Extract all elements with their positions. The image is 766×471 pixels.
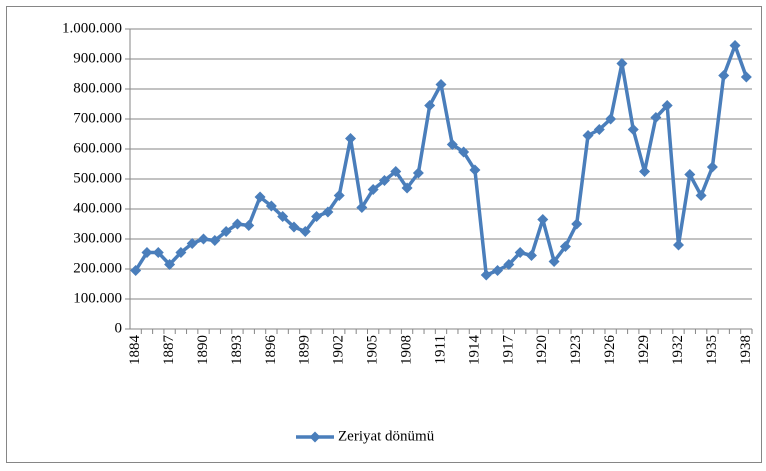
y-tick-label: 300.000 [73,230,122,246]
data-point [265,200,277,212]
data-point [706,161,718,173]
data-point [198,233,210,245]
data-point [299,226,311,237]
data-point [175,247,187,258]
data-point [141,247,153,258]
data-point [639,166,651,177]
x-tick-label: 1905 [365,335,381,365]
data-point [424,100,436,111]
x-tick-label: 1893 [229,335,245,365]
data-point [186,238,198,249]
data-point [152,247,164,258]
y-tick-label: 400.000 [73,200,122,216]
x-tick-label: 1923 [568,335,584,365]
data-point [559,241,571,252]
data-point [616,58,628,69]
data-point [367,184,379,195]
y-tick-label: 600.000 [73,140,122,156]
y-tick-label: 700.000 [73,110,122,126]
y-tick-label: 900.000 [73,50,122,66]
legend-label: Zeriyat dönümü [338,428,435,444]
data-point [729,40,741,51]
x-tick-label: 1911 [432,335,448,364]
data-point [243,220,255,231]
data-point [220,226,232,237]
data-point [345,133,357,144]
data-point [672,239,684,251]
data-point [718,70,730,81]
data-point [390,166,402,177]
data-point [537,214,549,225]
x-tick-label: 1914 [466,335,482,366]
legend-marker [309,431,321,443]
x-tick-label: 1920 [534,335,550,365]
y-tick-label: 800.000 [73,80,122,96]
data-point [548,256,560,267]
data-point [435,79,447,90]
data-point [356,202,368,213]
data-point [412,167,424,179]
data-point [503,259,515,270]
data-point [209,235,221,246]
y-tick-label: 200.000 [73,260,122,276]
data-point [333,190,345,201]
data-point [684,169,696,180]
data-point [277,211,289,222]
x-tick-label: 1899 [297,335,313,365]
x-tick-label: 1917 [500,335,516,366]
data-point [492,265,504,276]
data-point [401,182,413,194]
data-point [231,218,243,230]
x-tick-label: 1890 [195,335,211,365]
chart-frame [6,6,762,463]
y-tick-label: 100.000 [73,290,122,306]
x-tick-label: 1887 [161,335,177,366]
y-tick-label: 500.000 [73,170,122,186]
x-tick-label: 1902 [331,335,347,365]
data-point [571,218,583,230]
data-point [322,206,334,218]
data-point [254,191,266,203]
x-tick-label: 1926 [602,335,618,366]
y-tick-label: 1.000.000 [62,20,122,36]
data-point [130,265,142,276]
data-point [458,146,470,158]
data-point [582,130,594,141]
data-point [311,211,323,222]
data-point [740,71,752,83]
x-tick-label: 1896 [263,335,279,366]
x-tick-label: 1884 [127,335,143,366]
x-tick-label: 1932 [670,335,686,365]
x-tick-label: 1929 [636,335,652,365]
data-point [378,175,390,186]
data-point [695,190,707,201]
data-point [627,124,639,135]
data-point [650,112,662,123]
x-tick-label: 1908 [399,335,415,365]
data-point [661,100,673,111]
data-point [525,250,537,261]
data-point [164,259,176,270]
x-tick-label: 1938 [738,335,754,365]
data-point [446,139,458,150]
data-point [593,124,605,135]
data-point [469,164,481,176]
y-tick-label: 0 [115,320,123,336]
x-tick-label: 1935 [704,335,720,365]
data-point [605,113,617,125]
data-point [480,269,492,281]
data-point [514,247,526,258]
data-point [288,221,300,233]
